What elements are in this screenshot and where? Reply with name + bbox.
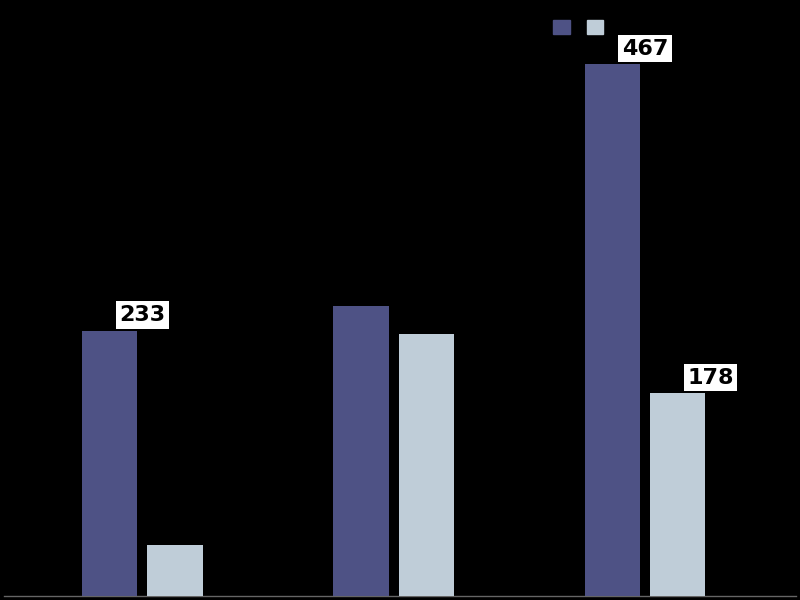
Text: 178: 178	[687, 368, 734, 388]
Bar	[398, 334, 454, 596]
Bar	[650, 394, 706, 596]
Text: 233: 233	[119, 305, 166, 325]
Bar	[334, 305, 389, 596]
Bar	[147, 545, 202, 596]
Text: 467: 467	[622, 39, 668, 59]
Bar	[82, 331, 138, 596]
Bar	[585, 64, 640, 596]
Legend: , : ,	[554, 20, 603, 35]
